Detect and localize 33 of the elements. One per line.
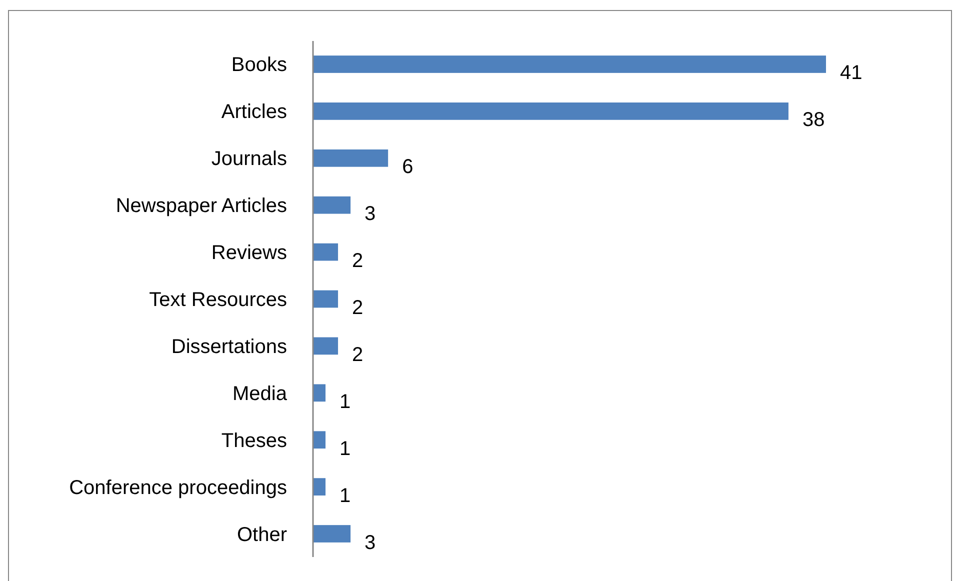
bar [313,56,826,73]
data-label: 6 [402,156,414,178]
y-tick-label: Articles [221,101,287,124]
y-tick-label: Reviews [211,242,287,264]
y-tick-label: Dissertations [171,336,287,358]
y-tick-label: Newspaper Articles [116,195,287,218]
data-label: 1 [340,484,351,507]
bar [313,337,338,355]
bar [313,149,388,167]
data-label: 41 [840,62,862,84]
data-label: 2 [352,297,364,319]
bar [313,525,351,542]
bar [313,478,326,496]
bar [313,384,326,402]
bar [313,196,351,214]
bar [313,290,338,308]
y-tick-label: Books [231,54,287,76]
y-tick-label: Text Resources [149,289,287,311]
bar [313,431,326,449]
y-tick-label: Other [236,524,288,546]
y-tick-label: Journals [211,148,287,170]
data-label: 3 [364,203,376,226]
data-label: 2 [352,344,364,366]
bar [313,243,338,261]
bar [313,102,788,120]
data-label: 38 [802,109,825,132]
y-tick-label: Media [232,382,288,405]
data-label: 3 [364,532,376,554]
y-tick-label: Theses [221,430,287,452]
data-label: 1 [340,438,351,460]
y-tick-label: Conference proceedings [69,476,287,499]
data-label: 2 [352,250,364,272]
data-label: 1 [340,390,351,413]
